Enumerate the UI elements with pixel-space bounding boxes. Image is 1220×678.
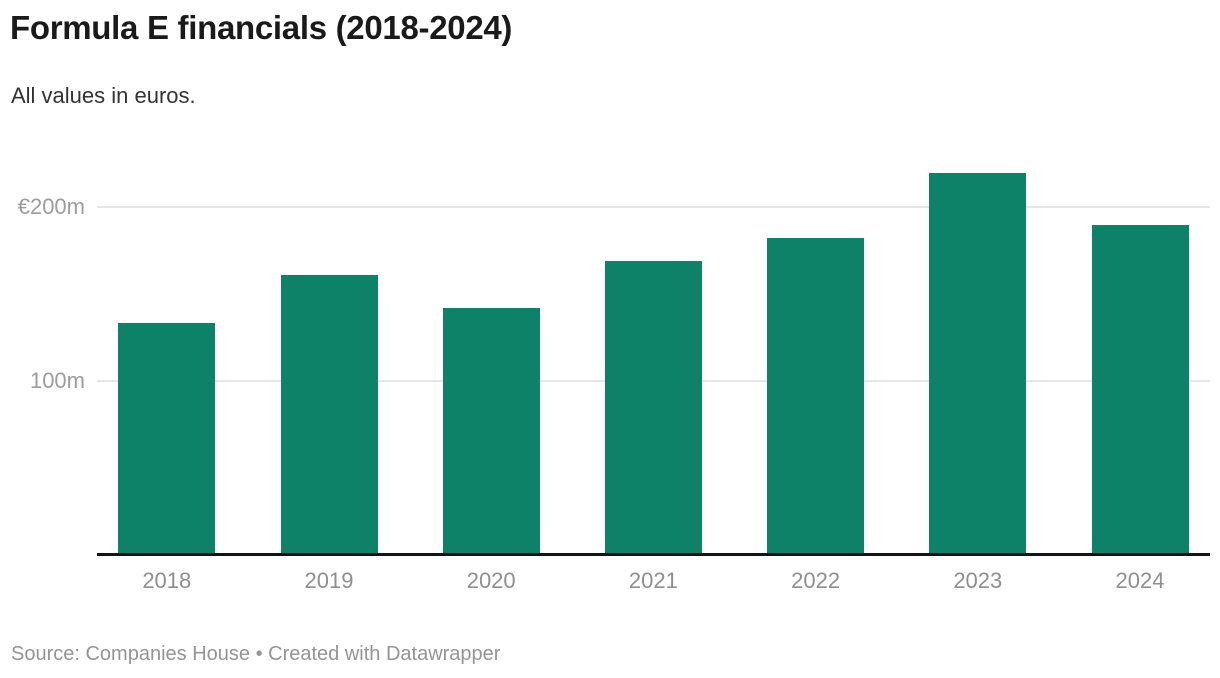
bar-2018 (118, 323, 216, 554)
x-axis-tick-label-2020: 2020 (466, 568, 516, 593)
bar-2024 (1091, 224, 1189, 554)
y-axis-tick-label-100: 100m (29, 367, 85, 393)
x-axis-tick-label-2022: 2022 (791, 568, 841, 593)
chart-title: Formula E financials (2018-2024) (10, 9, 513, 46)
bar-2020 (442, 307, 540, 554)
bar-2022 (767, 238, 865, 554)
chart-subtitle: All values in euros. (11, 83, 196, 108)
y-axis-tick-label-200: €200m (17, 194, 85, 220)
source-attribution: Source: Companies House • Created with D… (11, 643, 501, 665)
x-axis-tick-label-2023: 2023 (953, 568, 1003, 593)
x-axis-tick-label-2019: 2019 (304, 568, 354, 593)
gridline-200m (97, 206, 1210, 209)
bar-2023 (929, 172, 1027, 554)
x-axis-tick-label-2024: 2024 (1115, 568, 1165, 593)
bar-2019 (280, 274, 378, 554)
x-axis-line (97, 553, 1210, 556)
x-axis-tick-label-2021: 2021 (628, 568, 678, 593)
bar-2021 (604, 261, 702, 554)
x-axis-tick-label-2018: 2018 (142, 568, 192, 593)
